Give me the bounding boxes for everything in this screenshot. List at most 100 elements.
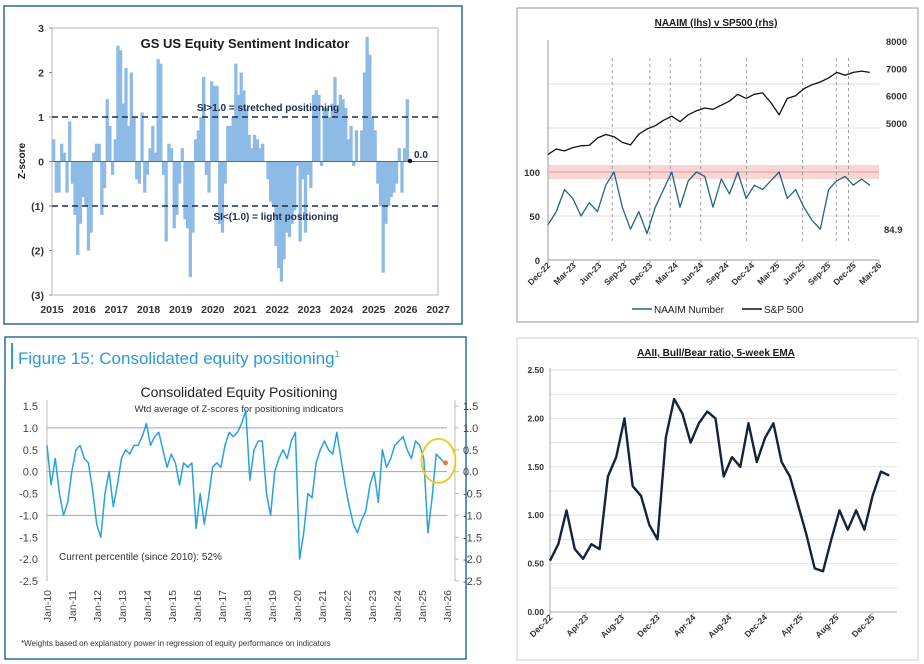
sentiment-bar (172, 161, 176, 229)
aaii-panel: AAII, Bull/Bear ratio, 5-week EMA 2.50 2.… (516, 337, 919, 661)
sentiment-bar (226, 125, 230, 162)
sentiment-bar (279, 161, 284, 282)
sentiment-bar (378, 161, 383, 206)
sentiment-bar (392, 161, 396, 193)
x-tick-label: 2017 (105, 304, 129, 316)
y-tick-label: 0.50 (527, 559, 544, 569)
sentiment-bar (185, 161, 190, 229)
sentiment-bar (303, 161, 308, 233)
sentiment-bar (397, 148, 401, 162)
x-tick-label: Jan-12 (92, 590, 104, 622)
sentiment-bar (60, 143, 64, 162)
y-left-tick-label: 0.5 (23, 445, 38, 457)
sentiment-bar (277, 161, 281, 269)
bull-bear-line (548, 397, 890, 573)
y-left-tick-label: 1.5 (23, 401, 38, 413)
gs-sentiment-panel: 3 2 1 0 (1) (2) (3) 2015 2016 2017 2018 2019 2020 202… (3, 5, 463, 325)
y-tick-label: 2 (38, 68, 44, 80)
percentile-annotation: Current percentile (since 2010): 52% (59, 552, 222, 563)
legend-label-sp500: S&P 500 (764, 305, 804, 316)
sentiment-bar (188, 161, 192, 278)
x-tick-label: Jan-24 (392, 590, 404, 622)
y-right-tick-label: 5000 (886, 119, 907, 130)
sentiment-bar (309, 161, 313, 189)
x-tick-label: Jan-21 (317, 590, 329, 622)
sentiment-bar (210, 81, 214, 162)
sentiment-bar (228, 125, 233, 162)
sentiment-bar (161, 161, 166, 175)
sentiment-bar (84, 161, 88, 206)
sentiment-bar (180, 148, 184, 162)
sentiment-bar (108, 125, 112, 162)
x-tick-label: 2015 (40, 304, 64, 316)
sp500-line (547, 70, 870, 155)
sentiment-bar (325, 108, 329, 162)
y-right-tick-label: -2.0 (463, 554, 482, 566)
sentiment-bar (223, 161, 227, 184)
sentiment-bar (215, 85, 219, 162)
sentiment-bar (403, 148, 407, 162)
sentiment-bar (164, 161, 168, 242)
sentiment-bar (274, 161, 278, 247)
sentiment-bar (129, 72, 133, 162)
sentiment-bar (317, 94, 321, 162)
current-point (407, 158, 413, 164)
sentiment-bar (269, 161, 273, 202)
current-value-label: 0.0 (414, 150, 428, 161)
sentiment-bar (368, 54, 372, 162)
y-tick-label: (2) (31, 246, 44, 258)
y-right-tick-label: 0.0 (463, 467, 478, 479)
figure-label: Figure 15: Consolidated equity positioni… (18, 349, 340, 368)
x-tick-label: Jan-19 (267, 590, 279, 622)
y-tick-label: 0 (38, 157, 44, 169)
x-tick-label: Jan-23 (367, 590, 379, 622)
sentiment-bar (140, 112, 144, 162)
sentiment-bar (242, 90, 246, 162)
sentiment-bar (244, 108, 249, 162)
sentiment-bar (191, 161, 195, 233)
sentiment-bar (301, 161, 305, 180)
light-annotation: SI<(1.0) = light positioning (213, 212, 338, 223)
y-left-tick-label: 100 (524, 168, 540, 179)
sentiment-bar (183, 161, 187, 220)
sentiment-bar (236, 94, 241, 162)
sentiment-bar (202, 76, 206, 162)
y-tick-label: 3 (38, 23, 44, 35)
x-tick-label: 2025 (362, 304, 386, 316)
sentiment-bar (73, 161, 77, 215)
sentiment-bar (322, 108, 326, 162)
sentiment-bar (370, 117, 375, 162)
sentiment-bar (116, 45, 120, 162)
y-tick-label: 1 (38, 112, 44, 124)
sentiment-bar (354, 130, 359, 162)
x-tick-label: 2021 (233, 304, 257, 316)
y-tick-label: (3) (31, 290, 44, 302)
sentiment-bar (250, 148, 254, 162)
y-right-tick-label: 8000 (886, 37, 907, 48)
sentiment-bar (255, 139, 259, 162)
sentiment-bar (327, 117, 332, 162)
sentiment-bar (349, 125, 353, 162)
sentiment-bar (285, 161, 289, 233)
y-left-tick-label: 0 (535, 256, 540, 267)
sentiment-bar (151, 125, 155, 162)
sentiment-bar (336, 108, 340, 162)
legend-label-naaim: NAAIM Number (654, 305, 725, 316)
y-tick-label: 2.50 (527, 365, 544, 375)
y-right-tick-label: -1.0 (463, 510, 482, 522)
sentiment-bar (62, 152, 66, 162)
title-accent (11, 343, 13, 369)
x-tick-label: Jan-16 (192, 590, 204, 622)
footnote: *Weights based on explanatory power in r… (21, 639, 331, 648)
sentiment-bar (135, 161, 139, 180)
sentiment-bar (346, 139, 351, 162)
y-right-tick-label: 7000 (886, 64, 907, 75)
x-tick-label: Jan-15 (167, 590, 179, 622)
sentiment-bar (311, 94, 316, 162)
sentiment-bar (239, 72, 243, 162)
sentiment-bar (314, 90, 318, 162)
y-left-tick-label: 0.0 (23, 467, 38, 479)
sentiment-bar (405, 99, 409, 162)
y-left-tick-label: 1.0 (23, 423, 38, 435)
